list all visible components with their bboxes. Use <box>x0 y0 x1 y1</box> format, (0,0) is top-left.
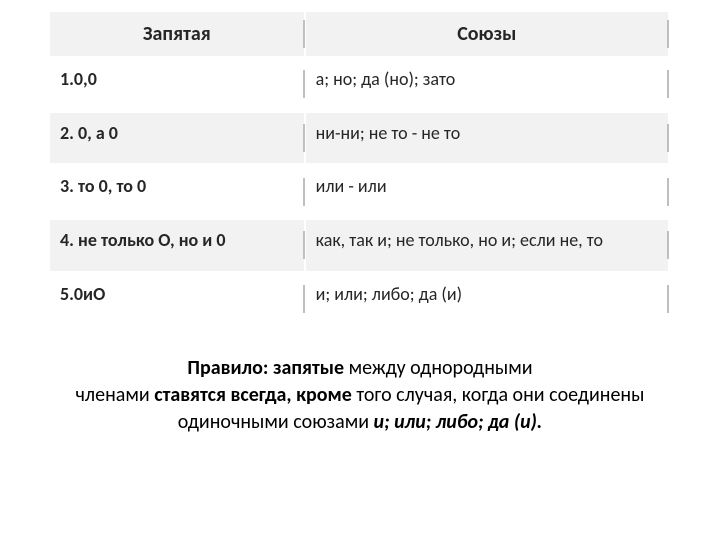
cell-left: 2. 0, а 0 <box>50 111 305 165</box>
cell-right: а; но; да (но); зато <box>305 58 669 112</box>
header-col1: Запятая <box>50 12 305 58</box>
rule-plain-1: между однородными <box>344 356 532 380</box>
cell-left: 5.0иО <box>50 272 305 326</box>
rule-text: Правило: запятые между однородными члена… <box>50 355 670 436</box>
rule-bold-2: ставятся всегда, кроме <box>154 383 352 407</box>
table-row: 1.0,0 а; но; да (но); зато <box>50 58 669 112</box>
rule-plain-2: членами <box>76 383 155 407</box>
slide: Запятая Союзы 1.0,0 а; но; да (но); зато… <box>0 0 720 540</box>
cell-left: 4. не только О, но и 0 <box>50 219 305 273</box>
table-row: 2. 0, а 0 ни-ни; не то - не то <box>50 111 669 165</box>
table-row: 4. не только О, но и 0 как, так и; не то… <box>50 219 669 273</box>
cell-right: как, так и; не только, но и; если не, то <box>305 219 669 273</box>
cell-right: и; или; либо; да (и) <box>305 272 669 326</box>
table-header-row: Запятая Союзы <box>50 12 669 58</box>
cell-right: ни-ни; не то - не то <box>305 111 669 165</box>
cell-right: или - или <box>305 165 669 219</box>
cell-left: 1.0,0 <box>50 58 305 112</box>
header-col2: Союзы <box>305 12 669 58</box>
table-row: 5.0иО и; или; либо; да (и) <box>50 272 669 326</box>
comma-table: Запятая Союзы 1.0,0 а; но; да (но); зато… <box>50 12 670 327</box>
table-row: 3. то 0, то 0 или - или <box>50 165 669 219</box>
cell-left: 3. то 0, то 0 <box>50 165 305 219</box>
rule-bolditalic: и; или; либо; да (и). <box>374 410 543 434</box>
rule-bold-1: Правило: запятые <box>187 356 344 380</box>
